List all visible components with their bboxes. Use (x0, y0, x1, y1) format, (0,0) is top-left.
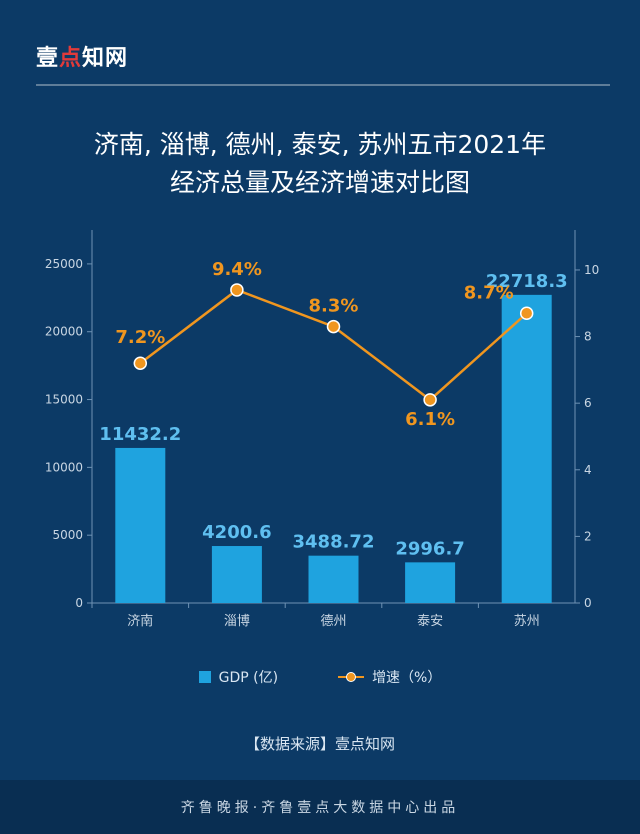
legend-line-swatch-icon (338, 671, 365, 683)
bar-value-label: 2996.7 (395, 538, 464, 559)
growth-point-济南 (133, 356, 148, 370)
legend-growth-label: 增速（%） (372, 670, 442, 686)
legend-bar-swatch-icon (198, 671, 211, 683)
x-tick-label: 淄博 (224, 614, 250, 629)
x-tick-label: 泰安 (417, 614, 443, 629)
growth-value-label: 7.2% (115, 327, 165, 348)
chart-title-line2: 经济总量及经济增速对比图 (169, 168, 470, 197)
y-left-tick-label: 20000 (45, 325, 83, 339)
y-right-tick-label: 0 (584, 596, 592, 610)
growth-value-label: 9.4% (212, 259, 262, 280)
bar-value-label: 22718.3 (486, 271, 568, 292)
x-tick-label: 苏州 (514, 613, 540, 629)
combo-chart: 0 5000 10000 15000 20000 25000 0 2 4 6 8 10 11432.2 4… (45, 230, 599, 629)
growth-value-label: 6.1% (405, 409, 455, 430)
footer-bar: 齐鲁晚报·齐鲁壹点大数据中心出品 (0, 780, 640, 834)
y-right-tick-label: 10 (584, 263, 599, 277)
chart-title: 济南, 淄博, 德州, 泰安, 苏州五市2021年 经济总量及经济增速对比图 (0, 126, 640, 202)
logo-text-dot: 点 (59, 46, 83, 71)
growth-value-label: 8.7% (464, 282, 514, 303)
x-tick-label: 德州 (320, 614, 346, 629)
legend-item-growth[interactable]: 增速（%） (338, 667, 441, 687)
growth-point-淄博 (230, 283, 244, 297)
bar-泰安 (405, 562, 456, 603)
growth-point-苏州 (519, 306, 534, 321)
bar-苏州 (501, 294, 552, 603)
y-right-tick-label: 6 (584, 396, 592, 410)
y-left-tick-label: 10000 (45, 460, 83, 474)
data-source-note: 【数据来源】壹点知网 (244, 735, 395, 753)
bar-德州 (308, 555, 359, 603)
bar-value-label: 3488.72 (293, 532, 375, 553)
growth-value-label: 8.3% (309, 296, 359, 317)
bar-value-label: 11432.2 (99, 424, 181, 445)
bar-value-label: 4200.6 (202, 522, 271, 543)
chart-legend: GDP (亿) 增速（%） (0, 667, 640, 687)
x-tick-label: 济南 (127, 613, 153, 629)
footer-credit: 齐鲁晚报·齐鲁壹点大数据中心出品 (180, 800, 460, 816)
y-right-tick-label: 8 (584, 330, 592, 344)
y-left-tick-label: 0 (75, 596, 83, 610)
bar-济南 (115, 447, 166, 603)
bar-淄博 (211, 546, 262, 603)
logo-text-prefix: 壹 (36, 46, 60, 71)
legend-item-gdp[interactable]: GDP (亿) (198, 667, 279, 687)
chart-title-line1: 济南, 淄博, 德州, 泰安, 苏州五市2021年 (93, 130, 547, 159)
growth-point-泰安 (423, 393, 437, 407)
y-right-tick-label: 4 (584, 463, 592, 477)
legend-gdp-label: GDP (亿) (218, 670, 279, 686)
growth-point-德州 (326, 319, 341, 334)
brand-logo: 壹点知网 (36, 40, 128, 72)
y-right-tick-label: 2 (584, 529, 592, 543)
header-divider (36, 84, 610, 86)
y-left-tick-label: 25000 (45, 257, 83, 271)
y-left-tick-label: 15000 (45, 393, 83, 407)
logo-text-suffix: 知网 (82, 46, 129, 71)
y-left-tick-label: 5000 (52, 528, 83, 542)
